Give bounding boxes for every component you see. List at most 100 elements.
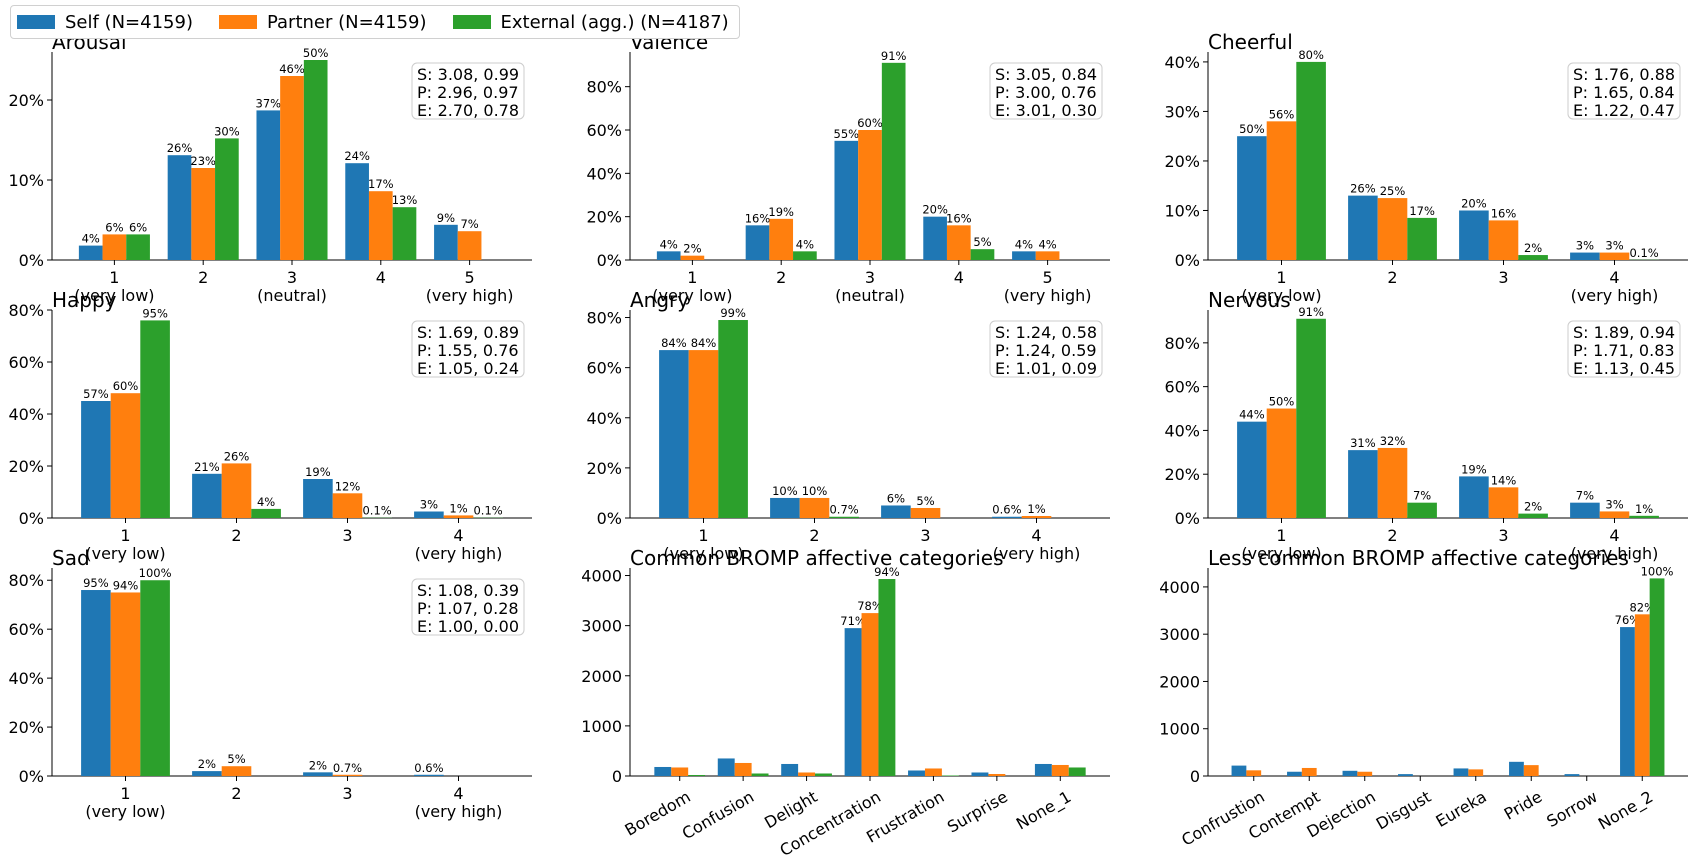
bar-self-angry <box>770 497 800 518</box>
panel-sad: Sad 0% 20% 40% 60% 80% 95% 94%100% 1 (very low) 2%… <box>8 546 532 821</box>
bar-partner-happy <box>443 515 474 518</box>
bar-external-angry <box>829 516 859 518</box>
y-tick-label-angry: 20% <box>586 459 622 478</box>
bar-partner-less-common-bromp-affective-categories <box>1634 614 1650 776</box>
data-label-self-arousal: 37% <box>256 96 282 110</box>
bar-self-common-bromp-affective-categories <box>971 772 989 776</box>
x-tick-label-happy: 2 <box>231 526 241 545</box>
x-tick-label-less-common-bromp-affective-categories: Eureka <box>1433 787 1490 831</box>
x-tick-label-angry: 2 <box>809 526 819 545</box>
y-tick-label-nervous: 80% <box>1164 334 1200 353</box>
bar-self-happy <box>81 401 111 518</box>
data-label-self-valence: 20% <box>922 203 948 217</box>
data-label-self-valence: 16% <box>745 211 771 225</box>
y-tick-label-angry: 80% <box>586 309 622 328</box>
stats-line-valence: S: 3.05, 0.84 <box>995 65 1097 84</box>
data-label-external-angry: 99% <box>720 306 746 320</box>
data-label-external-happy: 95% <box>142 306 168 320</box>
bar-self-arousal <box>434 224 458 260</box>
stats-line-angry: E: 1.01, 0.09 <box>995 359 1097 378</box>
bar-partner-valence <box>946 225 971 260</box>
bar-partner-valence <box>680 255 705 260</box>
x-tick-label-arousal: 3 (neutral) <box>257 268 327 305</box>
data-label-self-sad: 2% <box>309 758 327 772</box>
bar-partner-angry <box>688 350 719 518</box>
data-label-external-arousal: 30% <box>214 124 240 138</box>
y-tick-label-less-common-bromp-affective-categories: 1000 <box>1159 720 1200 739</box>
panel-cheerful: Cheerful 0% 10% 20% 30% 40% 50% 56% 80% 1 (very lo… <box>1164 30 1688 305</box>
y-tick-label-common-bromp-affective-categories: 2000 <box>581 667 622 686</box>
bar-partner-valence <box>1035 251 1060 260</box>
data-label-external-cheerful: 0.1% <box>1629 246 1658 260</box>
bar-self-sad <box>81 590 111 776</box>
data-label-self-sad: 95% <box>83 576 109 590</box>
bar-partner-less-common-bromp-affective-categories <box>1468 769 1484 776</box>
bar-partner-sad <box>110 592 141 776</box>
legend: Self (N=4159) Partner (N=4159) External … <box>10 5 740 39</box>
y-tick-label-less-common-bromp-affective-categories: 3000 <box>1159 625 1200 644</box>
bar-partner-arousal <box>280 76 304 260</box>
data-label-partner-valence: 19% <box>768 205 794 219</box>
panel-title-cheerful: Cheerful <box>1208 30 1293 54</box>
bar-self-common-bromp-affective-categories <box>654 766 672 776</box>
bar-self-less-common-bromp-affective-categories <box>1620 627 1635 776</box>
bar-external-happy <box>251 508 281 518</box>
y-tick-label-happy: 80% <box>8 301 44 320</box>
bar-self-less-common-bromp-affective-categories <box>1509 761 1524 776</box>
bar-self-arousal <box>78 245 103 260</box>
bar-self-nervous <box>1459 476 1489 518</box>
y-tick-label-nervous: 0% <box>1175 509 1200 528</box>
y-tick-label-happy: 0% <box>19 509 44 528</box>
data-label-partner-angry: 1% <box>1027 502 1045 516</box>
data-label-partner-arousal: 17% <box>368 177 394 191</box>
data-label-partner-angry: 84% <box>691 336 717 350</box>
data-label-external-cheerful: 2% <box>1524 241 1542 255</box>
data-label-external-happy: 0.1% <box>473 504 502 518</box>
y-tick-label-arousal: 0% <box>19 251 44 270</box>
y-tick-label-cheerful: 40% <box>1164 53 1200 72</box>
bar-external-arousal <box>215 138 239 260</box>
x-tick-label-common-bromp-affective-categories: Surprise <box>944 787 1011 837</box>
x-tick-label-cheerful: 2 <box>1387 268 1397 287</box>
bar-external-common-bromp-affective-categories <box>1068 767 1086 776</box>
bar-external-common-bromp-affective-categories <box>751 773 769 776</box>
data-label-self-angry: 10% <box>772 484 798 498</box>
data-label-external-happy: 4% <box>257 495 275 509</box>
data-label-self-arousal: 9% <box>437 211 455 225</box>
data-label-self-nervous: 44% <box>1239 408 1265 422</box>
bar-partner-nervous <box>1488 487 1519 518</box>
data-label-partner-angry: 5% <box>916 494 934 508</box>
data-label-self-valence: 4% <box>1015 237 1033 251</box>
bar-self-nervous <box>1237 421 1267 518</box>
bar-partner-cheerful <box>1599 252 1630 260</box>
data-label-self-arousal: 26% <box>167 141 193 155</box>
bar-self-angry <box>881 505 911 518</box>
stats-box-sad <box>411 578 525 636</box>
data-label-self-arousal: 4% <box>82 232 100 246</box>
data-label-partner-less-common-bromp-affective-categories: 82% <box>1629 600 1655 614</box>
stats-box-nervous <box>1567 320 1681 378</box>
y-tick-label-valence: 20% <box>586 208 622 227</box>
stats-line-cheerful: E: 1.22, 0.47 <box>1573 101 1675 120</box>
y-tick-label-angry: 60% <box>586 359 622 378</box>
x-tick-label-arousal: 5 (very high) <box>426 268 514 305</box>
data-label-self-happy: 21% <box>194 460 220 474</box>
bar-partner-common-bromp-affective-categories <box>798 772 816 776</box>
bar-self-less-common-bromp-affective-categories <box>1398 774 1413 776</box>
panel-happy: Happy 0% 20% 40% 60% 80% 57% 60% 95% 1 (very low) 2… <box>8 288 532 563</box>
y-tick-label-cheerful: 30% <box>1164 102 1200 121</box>
stats-line-happy: E: 1.05, 0.24 <box>417 359 519 378</box>
data-label-self-valence: 55% <box>834 127 860 141</box>
bar-partner-happy <box>110 393 141 518</box>
bar-self-less-common-bromp-affective-categories <box>1287 771 1302 776</box>
data-label-partner-arousal: 6% <box>105 220 123 234</box>
bar-self-common-bromp-affective-categories <box>781 763 799 776</box>
bar-external-common-bromp-affective-categories <box>688 774 706 776</box>
data-label-self-nervous: 19% <box>1461 462 1487 476</box>
bar-partner-cheerful <box>1266 121 1297 260</box>
bar-partner-nervous <box>1266 408 1297 518</box>
data-label-external-valence: 4% <box>796 237 814 251</box>
y-tick-label-angry: 40% <box>586 409 622 428</box>
